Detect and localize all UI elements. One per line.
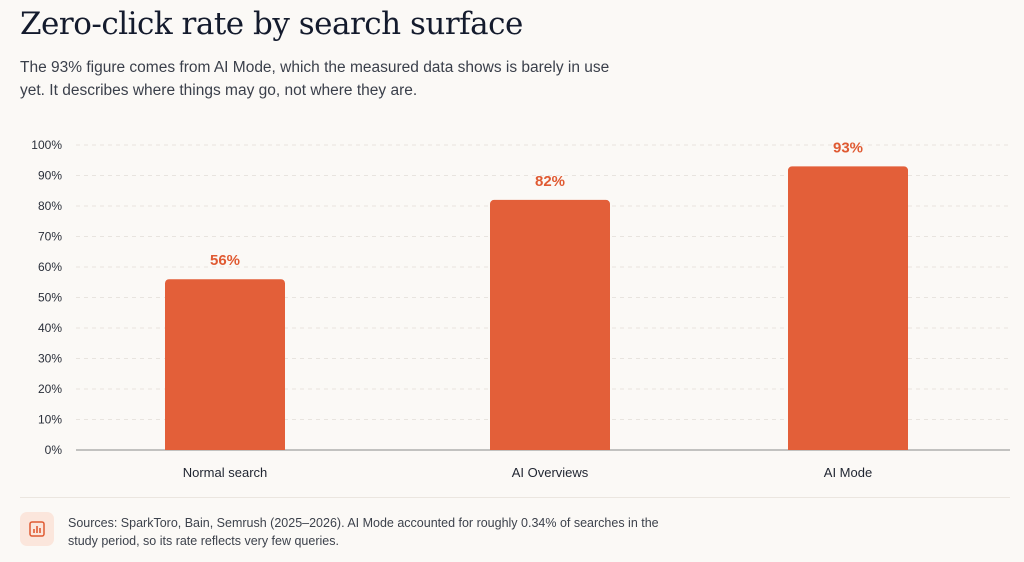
y-tick-label: 80%: [38, 199, 62, 213]
y-tick-label: 30%: [38, 352, 62, 366]
y-tick-label: 20%: [38, 382, 62, 396]
y-tick-label: 0%: [45, 443, 63, 457]
y-tick-label: 50%: [38, 291, 62, 305]
y-tick-label: 90%: [38, 169, 62, 183]
y-tick-label: 60%: [38, 260, 62, 274]
bar-base: [788, 444, 908, 450]
bar-chart-icon: [20, 512, 54, 546]
bar: [788, 166, 908, 450]
bar-chart: 0% 10% 20% 30% 40% 50% 60% 70% 80% 90% 100% 56% Norm…: [31, 138, 1010, 480]
source-note: Sources: SparkToro, Bain, Semrush (2025–…: [68, 516, 659, 548]
category-label: AI Overviews: [512, 465, 589, 480]
data-label: 82%: [535, 173, 565, 190]
bar-base: [490, 444, 610, 450]
bar: [165, 279, 285, 450]
data-label: 56%: [210, 252, 240, 269]
chart-title: Zero-click rate by search surface: [20, 6, 523, 42]
y-tick-label: 70%: [38, 230, 62, 244]
footer-divider: [20, 497, 1010, 498]
category-label: AI Mode: [824, 465, 872, 480]
data-label: 93%: [833, 139, 863, 156]
y-tick-label: 100%: [31, 138, 62, 152]
category-label: Normal search: [183, 465, 268, 480]
y-tick-label: 10%: [38, 413, 62, 427]
chart-subtitle: The 93% figure comes from AI Mode, which…: [20, 59, 610, 99]
bar: [490, 199, 610, 450]
y-tick-label: 40%: [38, 321, 62, 335]
bar-base: [165, 444, 285, 450]
